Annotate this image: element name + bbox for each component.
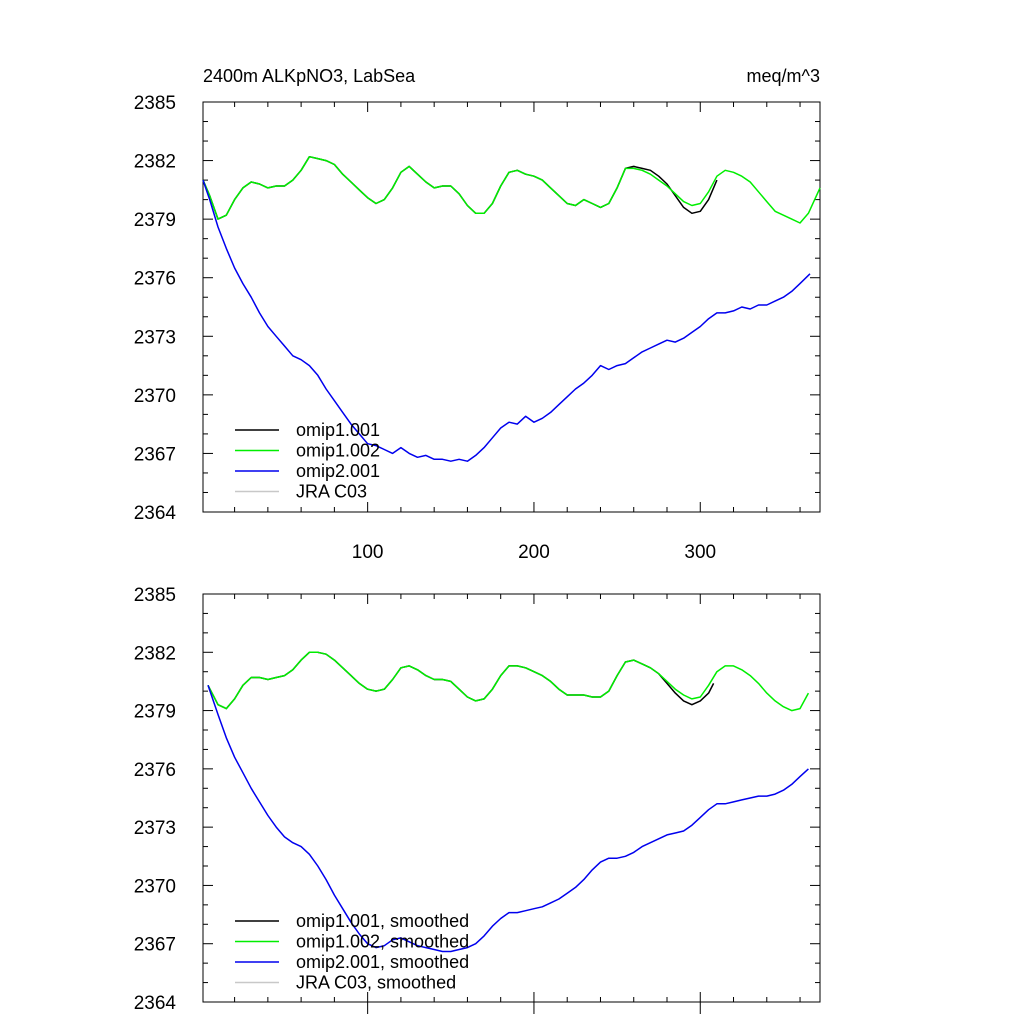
series-line-omip1-002	[202, 155, 821, 224]
x-tick-label: 200	[518, 542, 550, 563]
y-tick-label: 2385	[134, 93, 176, 114]
y-tick-label: 2379	[134, 702, 176, 723]
y-tick-label: 2370	[134, 386, 176, 407]
figure-units: meq/m^3	[747, 66, 820, 86]
y-tick-label: 2373	[134, 818, 176, 839]
y-tick-label: 2376	[134, 760, 176, 781]
y-tick-label: 2370	[134, 876, 176, 897]
top-panel: 2364 2367 2370 2373 2376 2379 2382 2385 100 200 30…	[134, 93, 821, 563]
y-tick-label: 2373	[134, 327, 176, 348]
series-line-omip2-001-smoothed	[207, 685, 809, 953]
y-tick-label: 2367	[134, 444, 176, 465]
y-tick-label: 2379	[134, 210, 176, 231]
y-tick-label: 2385	[134, 585, 176, 606]
legend-label: omip2.001, smoothed	[296, 952, 469, 972]
y-tick-label: 2364	[134, 993, 177, 1014]
plot-frame	[202, 101, 821, 513]
bottom-panel: 2364 2367 2370 2373 2376 2379 2382 2385 omip1.00…	[134, 585, 821, 1014]
legend-label: omip1.001, smoothed	[296, 911, 469, 931]
legend-label: omip1.002, smoothed	[296, 932, 469, 952]
legend-label: omip1.001	[296, 420, 380, 440]
plot-frame	[202, 593, 821, 1003]
series-line-omip1-002-smoothed	[207, 651, 810, 712]
y-tick-label: 2382	[134, 643, 176, 664]
legend-label: omip2.001	[296, 461, 380, 481]
legend-label: JRA C03, smoothed	[296, 973, 456, 993]
series-line-omip1-001	[202, 155, 718, 220]
series-line-omip1-001-smoothed	[207, 651, 715, 710]
x-tick-label: 100	[352, 542, 384, 563]
y-tick-label: 2376	[134, 269, 176, 290]
y-tick-label: 2364	[134, 503, 177, 524]
y-tick-label: 2382	[134, 152, 176, 173]
y-tick-label: 2367	[134, 935, 176, 956]
figure-title: 2400m ALKpNO3, LabSea	[203, 66, 416, 86]
legend-label: omip1.002	[296, 441, 380, 461]
series-line-omip2-001	[202, 179, 811, 462]
legend-label: JRA C03	[296, 482, 367, 502]
x-tick-label: 300	[684, 542, 716, 563]
